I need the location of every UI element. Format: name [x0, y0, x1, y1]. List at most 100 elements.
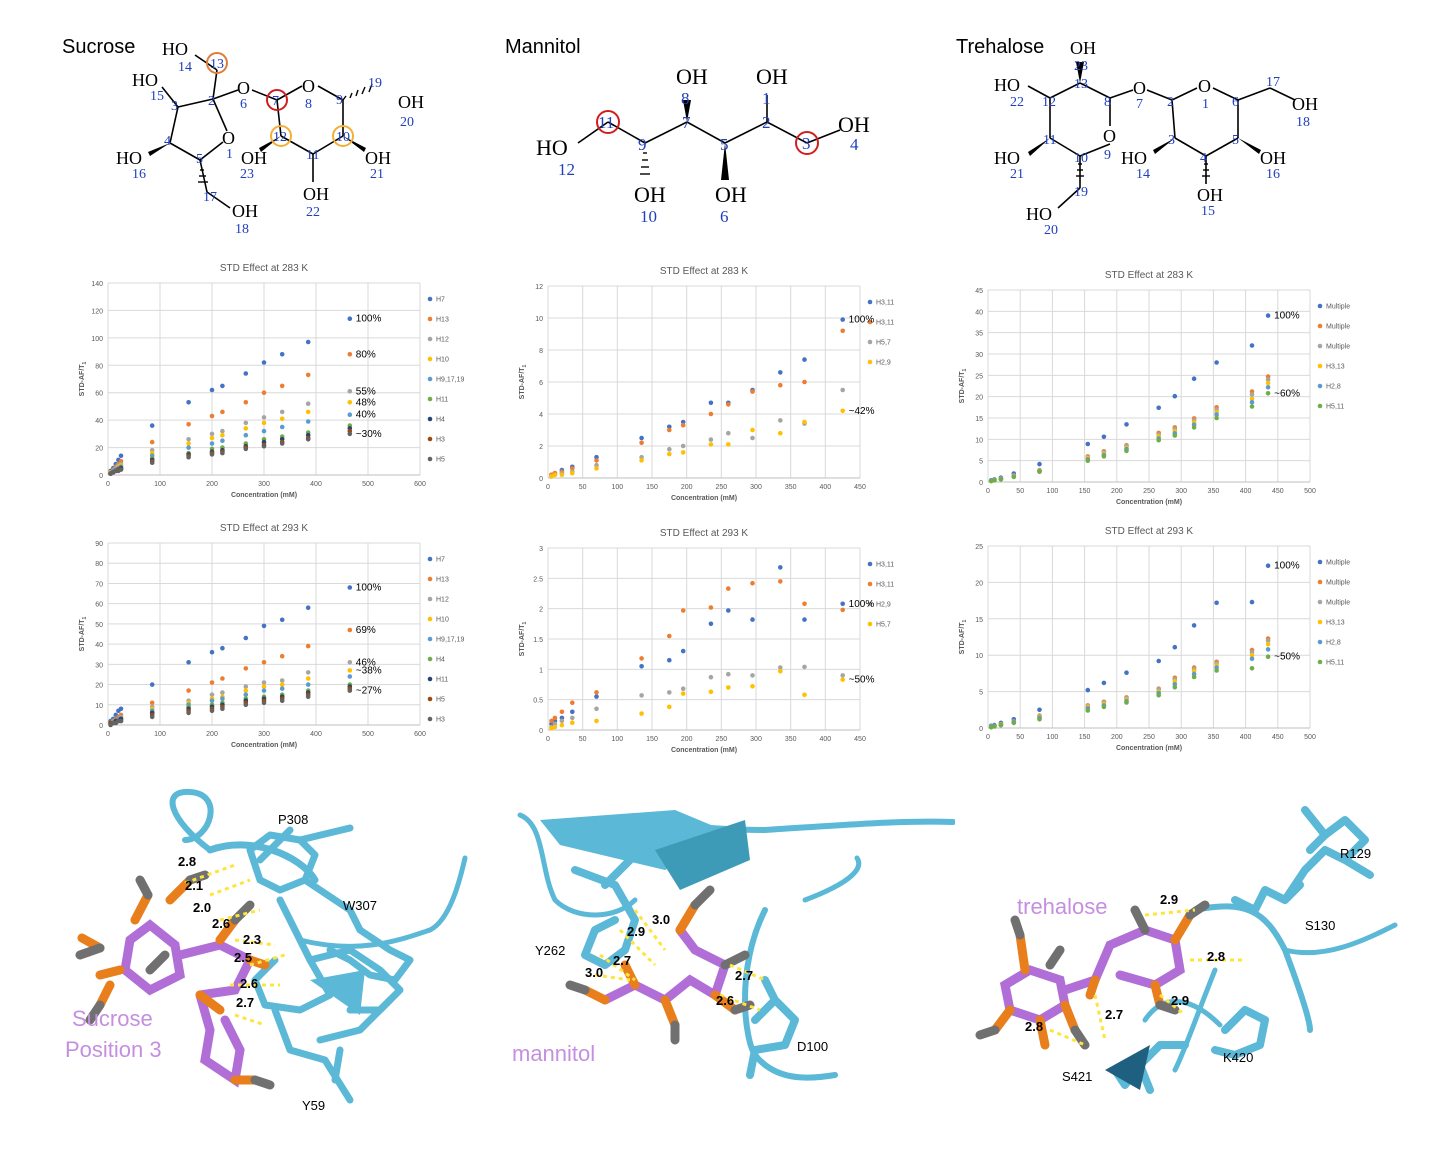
data-point [243, 446, 249, 452]
residue-label: Y262 [535, 943, 565, 958]
distance-label: 2.8 [178, 854, 196, 869]
trehalose-num-6: 6 [1232, 95, 1239, 110]
data-point [220, 383, 225, 389]
distance-label: 2.6 [212, 916, 230, 931]
data-point [552, 724, 558, 730]
y-axis-label: STD-AF/T1 [519, 364, 528, 399]
sucrose-oh15: HO [132, 70, 158, 90]
data-point [750, 617, 755, 622]
legend-entry: H2,8 [1326, 640, 1341, 647]
trehalose-o1: O [1198, 76, 1211, 96]
data-point [1124, 700, 1129, 705]
data-point [305, 670, 311, 675]
data-point [243, 666, 249, 671]
trehalose-num-21: 21 [1010, 167, 1024, 182]
data-point [639, 458, 644, 463]
data-point [778, 370, 783, 375]
data-point [261, 680, 267, 685]
legend-marker [427, 596, 433, 602]
sucrose-structure: HO HO HO OH OH OH OH O O O 14 13 15 3 2 … [116, 39, 424, 237]
x-tick-label: 100 [1047, 488, 1059, 495]
percent-annotation: 100% [356, 314, 382, 325]
data-point [1172, 684, 1178, 690]
data-point [279, 617, 285, 623]
x-tick-label: 50 [1016, 734, 1024, 741]
x-tick-label: 350 [785, 484, 797, 491]
data-point [243, 692, 249, 697]
data-point [1265, 638, 1271, 643]
data-point [261, 420, 267, 426]
x-tick-label: 600 [414, 731, 426, 738]
legend-marker [427, 376, 433, 382]
data-point [1249, 666, 1255, 671]
x-tick-label: 450 [1272, 734, 1284, 741]
percent-annotation: 100% [849, 315, 875, 326]
sucrose-num-22: 22 [306, 205, 320, 220]
data-point [594, 466, 599, 471]
legend-marker [427, 636, 433, 642]
data-point [840, 387, 845, 393]
data-point [279, 409, 285, 415]
legend-entry: H10 [436, 357, 449, 364]
x-tick-label: 250 [715, 484, 727, 491]
trehalose-num-8: 8 [1104, 95, 1111, 110]
data-point [209, 708, 215, 714]
residue-label: K420 [1223, 1050, 1253, 1065]
data-point [840, 607, 845, 613]
data-point [243, 426, 249, 431]
data-point [750, 435, 755, 441]
sucrose-o1: O [222, 128, 235, 148]
y-axis-label: STD-AF/T1 [79, 616, 88, 651]
y-tick-label: 8 [539, 348, 543, 355]
distance-label: 2.0 [193, 900, 211, 915]
y-tick-label: 60 [95, 602, 103, 609]
data-point [594, 706, 599, 712]
trehalose-num-7: 7 [1136, 97, 1143, 112]
data-point [559, 722, 565, 728]
x-tick-label: 300 [258, 731, 270, 738]
distance-label: 3.0 [652, 912, 670, 927]
mannitol-num-5: 5 [720, 135, 729, 154]
trehalose-num-13: 13 [1074, 77, 1088, 92]
legend-entry: H3,13 [1326, 620, 1345, 627]
data-point [802, 692, 807, 698]
legend-entry: H13 [436, 577, 449, 584]
data-point [305, 372, 311, 378]
sucrose-num-8: 8 [305, 97, 312, 112]
x-tick-label: 450 [854, 484, 866, 491]
sucrose-num-19: 19 [368, 76, 382, 91]
y-tick-label: 20 [975, 580, 983, 587]
legend-entry: Multiple [1326, 580, 1350, 587]
data-point [305, 643, 311, 649]
data-point [750, 389, 755, 394]
y-axis-label-subscript: 1 [522, 621, 528, 624]
percent-annotation: ~42% [849, 406, 875, 417]
trehalose-oh14: HO [1121, 148, 1147, 168]
data-point [639, 711, 644, 716]
y-tick-label: 80 [95, 561, 103, 568]
y-tick-label: 60 [95, 391, 103, 398]
data-point [594, 458, 599, 463]
trehalose-num-18: 18 [1296, 115, 1310, 130]
data-point [149, 460, 155, 465]
y-tick-label: 5 [979, 459, 983, 466]
y-tick-label: 15 [975, 617, 983, 624]
data-point [726, 608, 731, 613]
sucrose-num-15: 15 [150, 89, 164, 104]
data-point [305, 676, 311, 681]
data-point [186, 422, 191, 427]
data-point [639, 656, 644, 661]
data-point [1214, 415, 1219, 421]
legend-marker [1317, 599, 1323, 605]
legend-entry: H5,11 [1326, 404, 1344, 411]
distance-label: 2.8 [1207, 949, 1225, 964]
beta-sheet-arrow [1105, 1045, 1150, 1090]
protein-ribbon [1111, 806, 1398, 1094]
x-tick-label: 250 [715, 736, 727, 743]
distance-label: 3.0 [585, 965, 603, 980]
mannitol-oh10: OH [634, 182, 666, 207]
chart-title: STD Effect at 293 K [1105, 526, 1194, 537]
legend-marker [1317, 363, 1323, 369]
data-point [305, 437, 311, 442]
